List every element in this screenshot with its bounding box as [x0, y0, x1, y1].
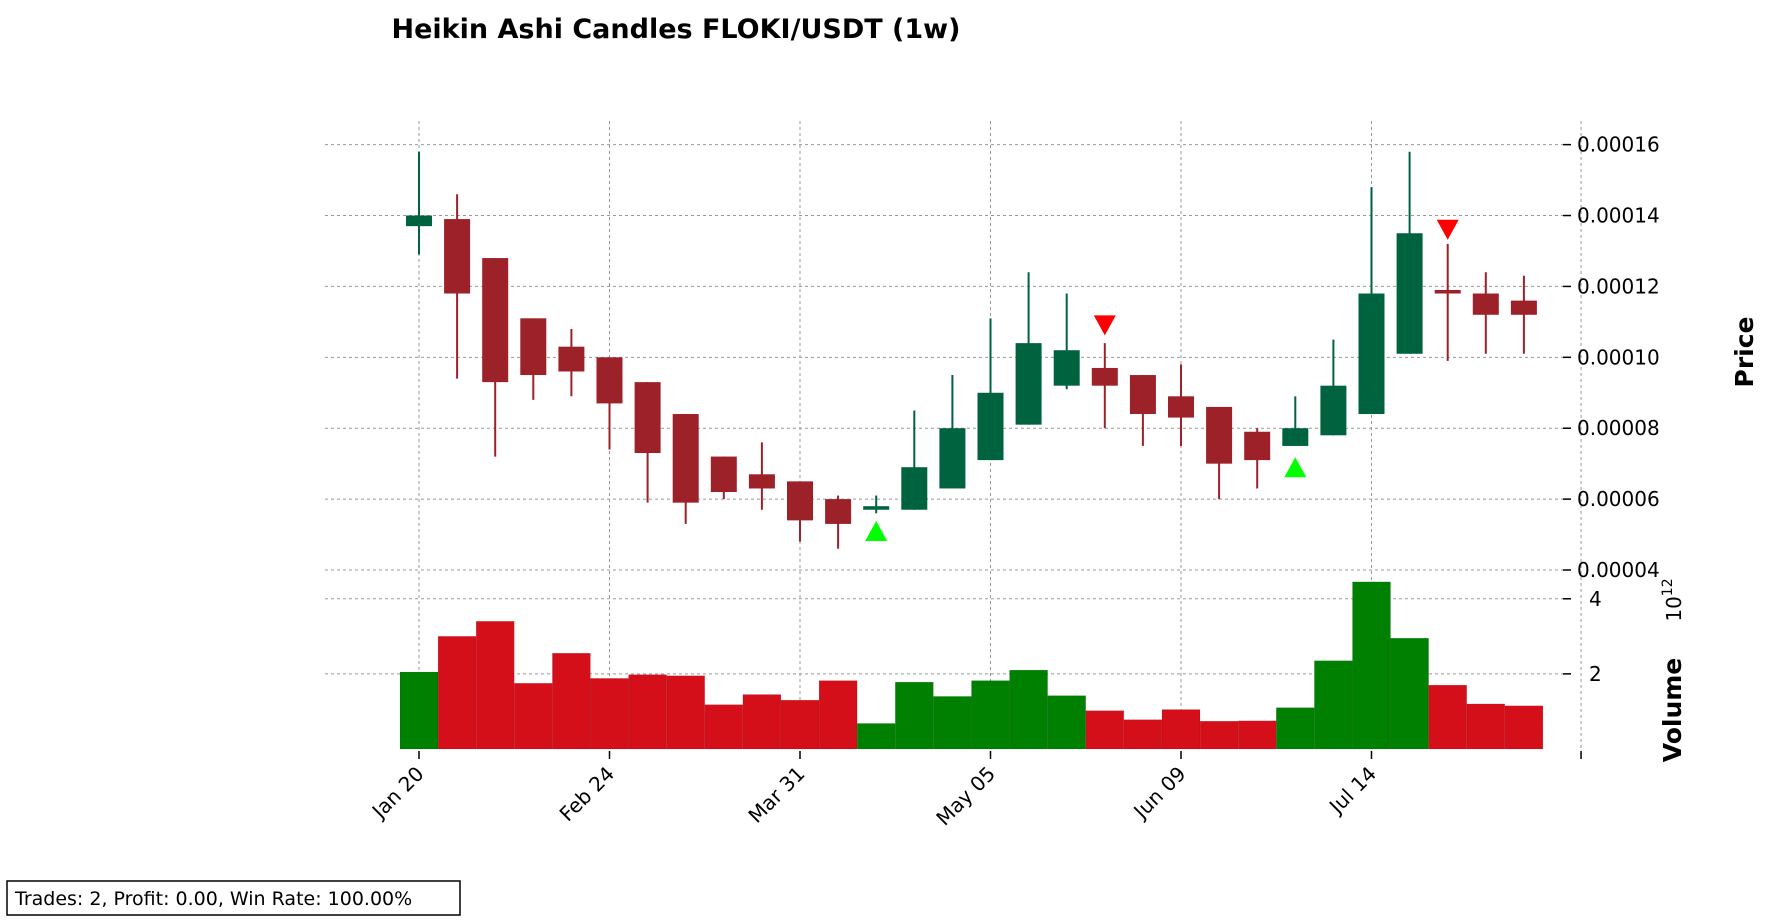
volume-bar — [1504, 705, 1544, 750]
candle-body — [787, 481, 813, 521]
volume-axis-label: Volume — [1658, 658, 1687, 763]
candle-body — [672, 414, 699, 503]
chart-title: Heikin Ashi Candles FLOKI/USDT (1w) — [392, 14, 961, 45]
volume-bar — [628, 674, 667, 750]
candle-body — [1129, 375, 1156, 415]
volume-tick-label: 2 — [1589, 662, 1602, 686]
volume-bar — [399, 671, 439, 750]
candle-body — [1282, 428, 1309, 446]
volume-bar — [1009, 669, 1048, 750]
x-tick-label: Jan 20 — [366, 762, 429, 825]
candle-body — [1244, 431, 1271, 461]
volume-bar — [895, 681, 934, 750]
volume-bar — [1161, 709, 1201, 750]
volume-bar — [437, 636, 477, 750]
candle-body — [520, 318, 547, 376]
sell-marker — [1436, 219, 1459, 240]
volume-bar — [1428, 684, 1467, 750]
x-tick-label: Jul 14 — [1323, 762, 1381, 820]
volume-bar — [1199, 720, 1239, 750]
x-axis: Jan 20 Feb 24 Mar 31 May 05 Jun 09 Jul 14 — [366, 751, 1582, 831]
stats-text: Trades: 2, Profit: 0.00, Win Rate: 100.0… — [14, 888, 412, 910]
candle-body — [1434, 289, 1461, 294]
price-tick-label: 0.00010 — [1577, 345, 1660, 369]
stats-box — [6, 880, 461, 916]
volume-grid — [325, 598, 1563, 675]
volume-axis: 24 — [1563, 587, 1602, 686]
volume-bar — [1237, 720, 1277, 750]
candle-body — [1053, 350, 1080, 386]
price-tick-label: 0.00012 — [1577, 274, 1660, 298]
candle-body — [1320, 385, 1347, 436]
candles — [406, 151, 1537, 549]
volume-bar — [971, 680, 1010, 750]
candle-body — [444, 219, 471, 294]
x-tick-label: Mar 31 — [743, 762, 809, 828]
candle-body — [1358, 293, 1385, 415]
volume-bar — [552, 652, 591, 750]
candle-body — [939, 428, 966, 489]
price-tick-label: 0.00008 — [1577, 416, 1660, 440]
candle-body — [1510, 300, 1537, 315]
price-tick-label: 0.00014 — [1577, 204, 1660, 228]
candle-body — [1168, 396, 1194, 418]
price-tick-label: 0.00006 — [1577, 487, 1660, 511]
volume-bar — [514, 683, 553, 750]
candle-body — [1396, 233, 1423, 354]
sell-marker — [1093, 315, 1116, 336]
x-tick-label: Jun 09 — [1128, 762, 1191, 825]
buy-marker — [1284, 457, 1307, 478]
volume-bar — [1276, 707, 1315, 750]
volume-exponent: 1012 — [1660, 578, 1686, 621]
trade-markers — [865, 219, 1459, 542]
candle-body — [1472, 293, 1499, 315]
price-tick-label: 0.00004 — [1577, 558, 1660, 582]
volume-bar — [666, 675, 705, 750]
candle-body — [1206, 406, 1233, 464]
candle-body — [1015, 343, 1042, 425]
volume-bar — [1390, 637, 1429, 750]
candle-body — [863, 506, 890, 510]
candle-body — [710, 456, 737, 493]
x-tick-label: Feb 24 — [555, 762, 620, 827]
volume-bar — [1314, 660, 1353, 750]
volume-bar — [475, 621, 515, 750]
x-tick-label: May 05 — [931, 762, 1000, 831]
candle-body — [748, 474, 775, 489]
volume-bar — [590, 678, 629, 750]
volume-bar — [780, 699, 820, 750]
volume-bar — [818, 680, 858, 750]
candle-body — [596, 357, 623, 404]
volume-bar — [1352, 581, 1391, 750]
candle-body — [558, 346, 585, 372]
candle-body — [482, 258, 509, 383]
candle-body — [634, 382, 661, 454]
volume-bar — [1123, 719, 1163, 750]
volume-bar — [1085, 710, 1125, 750]
price-tick-label: 0.00016 — [1577, 133, 1660, 157]
volume-bar — [1047, 695, 1086, 750]
price-axis-label: Price — [1730, 317, 1759, 388]
candle-body — [977, 392, 1004, 461]
candle-body — [406, 215, 432, 227]
candle-body — [1091, 367, 1118, 386]
buy-marker — [865, 521, 888, 542]
volume-bar — [933, 696, 972, 750]
volume-bar — [704, 704, 744, 750]
volume-bars — [399, 581, 1544, 750]
price-axis: 0.00004 0.00006 0.00008 0.00010 0.00012 0.000… — [1563, 133, 1660, 582]
volume-bar — [742, 694, 782, 750]
volume-bar — [856, 723, 896, 750]
volume-tick-label: 4 — [1589, 587, 1602, 611]
candle-body — [825, 499, 852, 524]
candle-body — [901, 467, 928, 510]
volume-bar — [1466, 703, 1506, 750]
